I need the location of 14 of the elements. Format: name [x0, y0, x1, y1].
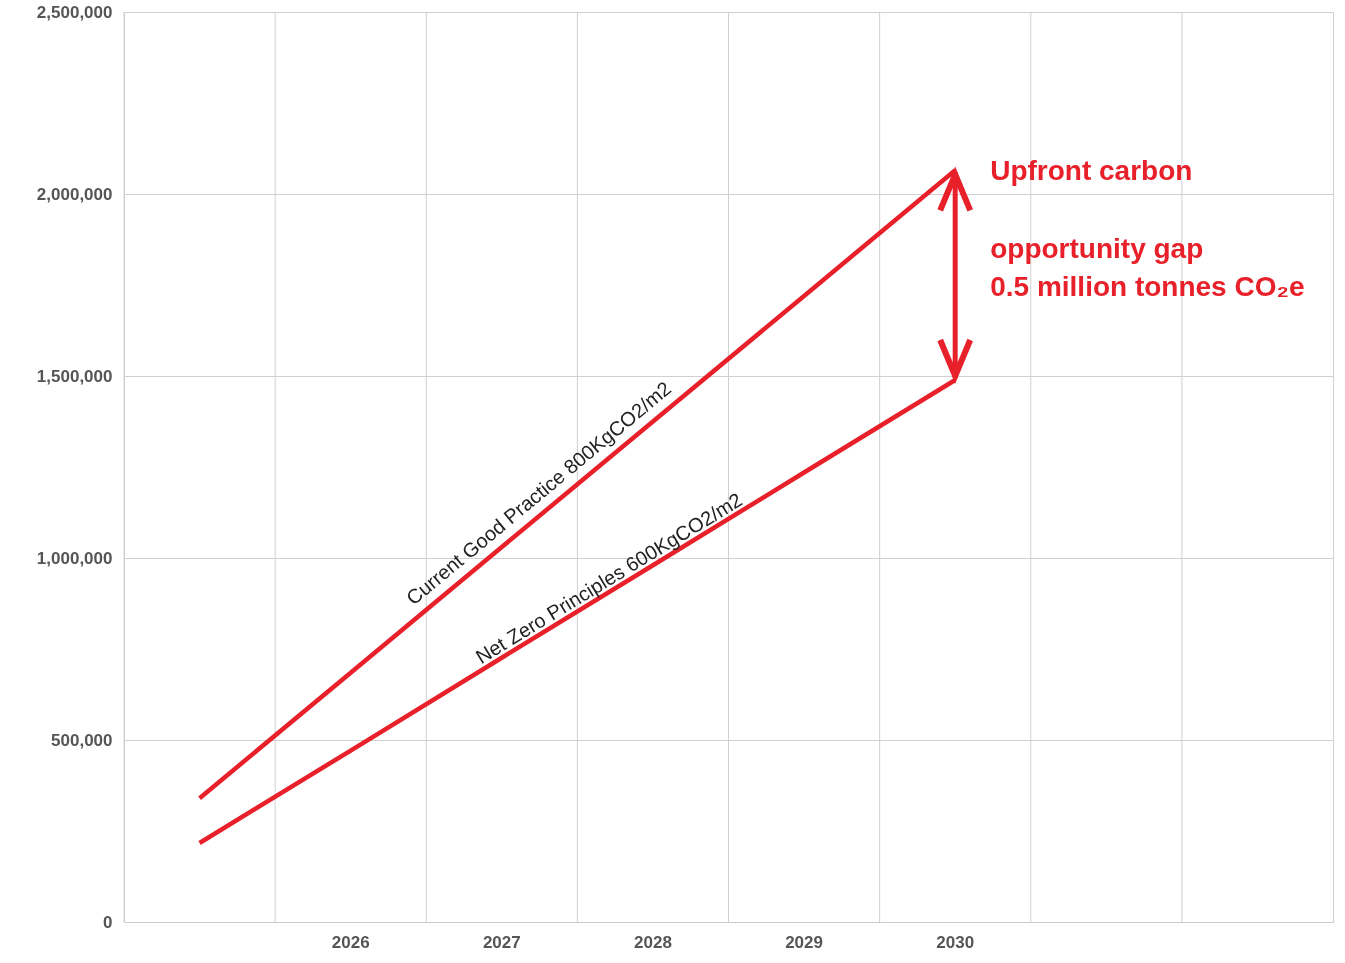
y-tick-label: 2,500,000	[36, 2, 113, 22]
x-tick-label: 2030	[936, 932, 975, 952]
annotation: opportunity gap	[990, 233, 1204, 265]
annotation: 0.5 million tonnes CO₂e	[990, 271, 1305, 303]
x-tick-label: 2029	[785, 932, 823, 952]
y-tick-label: 500,000	[51, 730, 113, 750]
x-tick-label: 2028	[634, 932, 672, 952]
x-tick-label: 2027	[482, 932, 521, 952]
x-tick-label: 2026	[331, 932, 370, 952]
y-tick-label: 1,000,000	[36, 548, 113, 568]
y-tick-label: 1,500,000	[36, 366, 113, 386]
y-tick-label: 0	[103, 912, 113, 932]
annotation: Upfront carbon	[990, 155, 1193, 187]
y-tick-label: 2,000,000	[36, 184, 113, 204]
